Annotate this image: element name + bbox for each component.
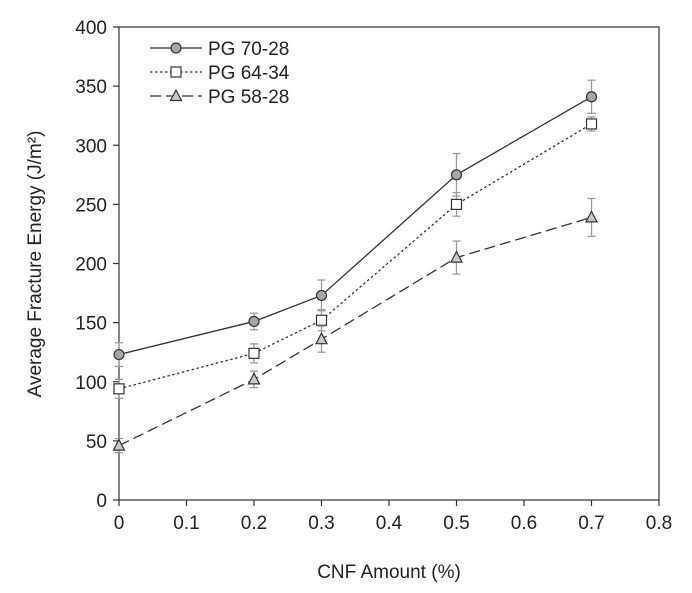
axes: 0 0.1 0.2 0.3 0.4 0.5 0.6 0.7 0.8 0 50 100 150 200 250… xyxy=(75,18,672,534)
plot-frame xyxy=(118,26,660,501)
legend-marker xyxy=(170,42,182,54)
y-tick-label: 250 xyxy=(75,195,107,216)
series-line xyxy=(118,216,592,447)
legend-entry: PG 64-34 xyxy=(208,63,290,84)
x-tick-label: 0.2 xyxy=(241,513,267,534)
y-tick-label: 350 xyxy=(75,77,107,98)
y-tick-label: 50 xyxy=(86,432,107,453)
data-point xyxy=(585,210,598,223)
data-point xyxy=(248,347,260,359)
x-tick-label: 0.5 xyxy=(443,513,469,534)
y-tick-label: 100 xyxy=(75,373,107,394)
data-point xyxy=(247,372,261,385)
x-tick-label: 0.7 xyxy=(578,513,604,534)
series-line xyxy=(118,96,592,356)
series-line xyxy=(118,123,592,390)
legend-marker xyxy=(169,88,183,102)
data-point xyxy=(585,91,598,103)
x-axis-title: CNF Amount (%) xyxy=(317,562,461,583)
x-tick-label: 0.1 xyxy=(173,513,199,534)
data-point xyxy=(450,198,463,210)
data-point xyxy=(450,169,463,181)
data-point xyxy=(315,331,328,345)
y-tick-label: 150 xyxy=(75,314,107,335)
series-layer xyxy=(112,79,598,454)
series-pg-64-34 xyxy=(113,116,598,399)
y-tick-label: 0 xyxy=(96,491,107,512)
legend-marker xyxy=(170,66,182,78)
data-point xyxy=(450,250,463,263)
x-tick-label: 0 xyxy=(114,513,125,534)
data-point xyxy=(113,348,125,361)
legend-entry: PG 70-28 xyxy=(208,39,289,60)
x-tick-label: 0.8 xyxy=(646,513,672,534)
data-point xyxy=(113,383,125,395)
data-point xyxy=(315,314,328,326)
y-tick-label: 400 xyxy=(75,18,107,39)
data-point xyxy=(112,438,126,451)
x-tick-label: 0.6 xyxy=(511,513,537,534)
data-point xyxy=(585,118,598,130)
legend: PG 70-28 PG 64-34 PG 58-28 xyxy=(150,39,290,108)
y-tick-label: 300 xyxy=(75,136,107,157)
series-pg-70-28 xyxy=(113,79,598,368)
data-point xyxy=(315,289,328,302)
y-axis-title: Average Fracture Energy (J/m²) xyxy=(25,131,46,398)
data-point xyxy=(248,315,260,328)
y-tick-label: 200 xyxy=(75,255,107,276)
x-tick-label: 0.3 xyxy=(308,513,334,534)
series-pg-58-28 xyxy=(112,197,598,454)
x-tick-label: 0.4 xyxy=(376,513,403,534)
legend-entry: PG 58-28 xyxy=(208,87,289,108)
